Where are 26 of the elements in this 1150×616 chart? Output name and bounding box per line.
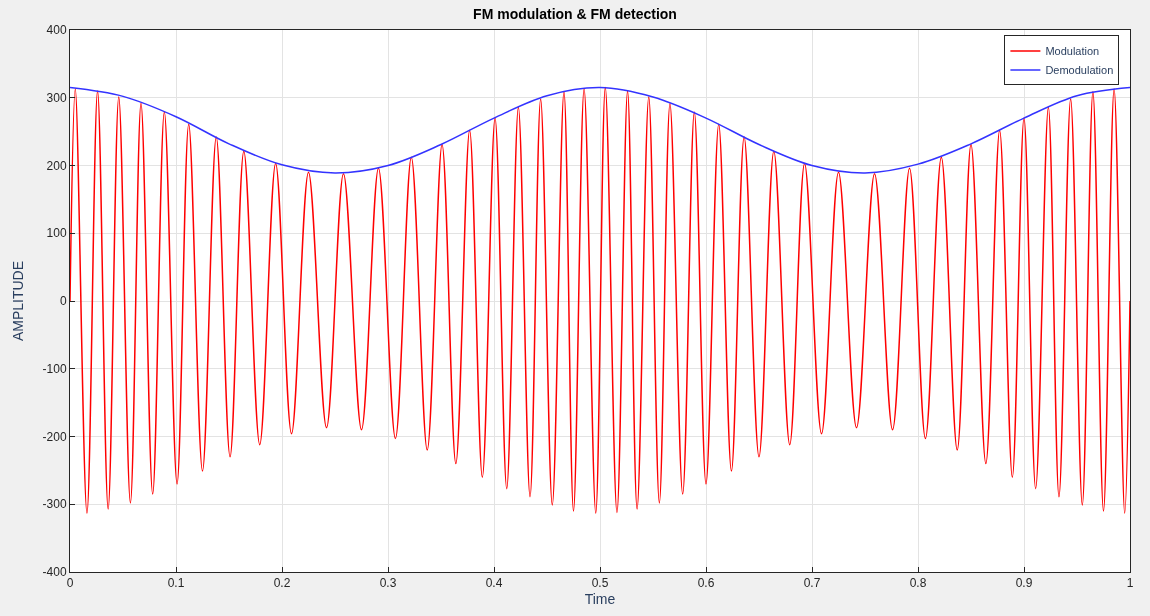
y-tick-label: 100 [46,226,67,241]
y-axis-title: AMPLITUDE [10,260,27,342]
x-tick-label: 0.9 [1015,576,1033,591]
y-tick-label: -200 [42,429,67,444]
y-tick-label: 0 [59,294,67,309]
x-tick-label: 0.2 [273,576,291,591]
x-tick-label: 1 [1126,576,1134,591]
y-tick-label: -400 [42,565,67,580]
x-tick-label: 0.6 [697,576,715,591]
y-tick-label: 300 [46,90,67,105]
legend-label: Demodulation [1045,64,1114,77]
x-tick-label: 0.4 [485,576,503,591]
line-series [70,86,1130,514]
chart-title: FM modulation & FM detection [473,6,677,23]
legend-label: Modulation [1045,45,1100,58]
x-tick-label: 0.7 [803,576,821,591]
y-tick-label: -100 [42,361,67,376]
y-tick-label: 400 [46,23,67,38]
line-series [70,86,1130,174]
x-tick-label: 0.8 [909,576,927,591]
x-tick-label: 0.3 [379,576,397,591]
y-tick-label: 200 [46,158,67,173]
x-tick-label: 0.5 [591,576,609,591]
y-tick-label: -300 [42,497,67,512]
x-axis-title: Time [584,590,616,607]
x-tick-label: 0.1 [167,576,185,591]
